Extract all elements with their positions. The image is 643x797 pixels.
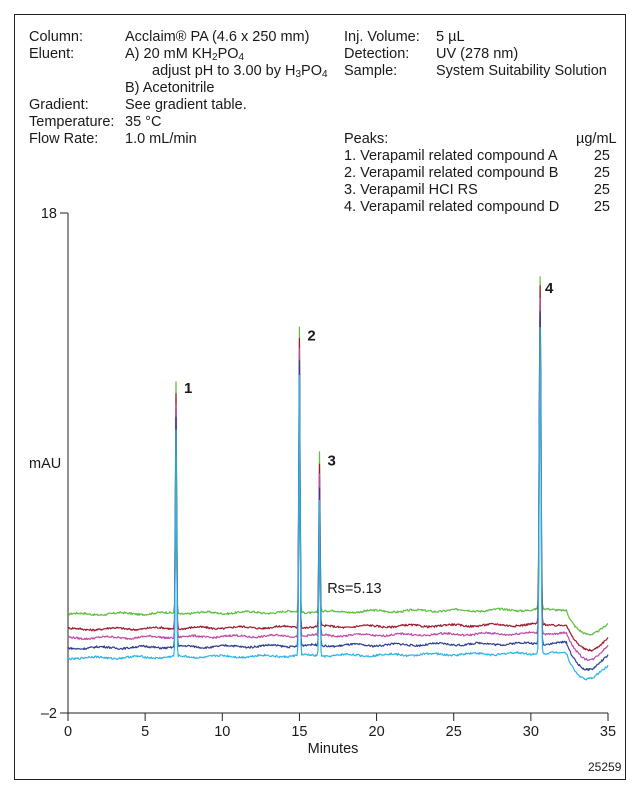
peak-label-1: 1 [184, 380, 192, 397]
sample-value: System Suitability Solution [436, 63, 607, 79]
detection-value: UV (278 nm) [436, 46, 519, 62]
inj-volume-label: Inj. Volume: [344, 29, 420, 45]
x-tick-label: 10 [214, 724, 230, 740]
peaks-header: Peaks: [344, 131, 389, 147]
y-axis-label: mAU [29, 456, 61, 472]
series-line-1 [67, 276, 609, 636]
peak-label-3: 3 [327, 453, 335, 470]
gradient-label: Gradient: [29, 97, 89, 113]
series-line-4 [67, 311, 609, 672]
chart-labels: 1 2 3 4 Rs=5.13 [184, 280, 554, 597]
peak-label-4: 4 [545, 280, 554, 297]
eluent-label: Eluent: [29, 46, 75, 62]
x-tick-label: 5 [141, 724, 149, 740]
gradient-value: See gradient table. [125, 97, 247, 113]
inj-volume-value: 5 µL [436, 29, 465, 45]
peak-row-2-name: 2. Verapamil related compound B [344, 165, 559, 181]
eluent-b: B) Acetonitrile [125, 80, 215, 96]
eluent-a: A) 20 mM KH2PO4 [125, 46, 245, 63]
x-tick-label: 25 [446, 724, 462, 740]
peak-label-2: 2 [307, 328, 315, 345]
chart-series [67, 276, 609, 681]
flow-rate-label: Flow Rate: [29, 131, 99, 147]
peak-row-3-name: 3. Verapamil HCI RS [344, 182, 478, 198]
peak-row-4-name: 4. Verapamil related compound D [344, 199, 560, 215]
temperature-value: 35 °C [125, 114, 162, 130]
figure-id: 25259 [588, 760, 622, 774]
y-tick-label: 18 [41, 206, 57, 222]
temperature-label: Temperature: [29, 114, 115, 130]
peaks-table: Peaks: µg/mL 1. Verapamil related compou… [344, 131, 617, 221]
x-tick-label: 15 [291, 724, 307, 740]
peak-row-1-conc: 25 [593, 148, 610, 164]
peaks-unit: µg/mL [576, 131, 617, 147]
conditions-right: Inj. Volume: 5 µL Detection: UV (278 nm)… [344, 29, 619, 89]
x-axis-label: Minutes [308, 741, 359, 757]
flow-rate-value: 1.0 mL/min [125, 131, 197, 147]
x-tick-label: 35 [600, 724, 616, 740]
detection-label: Detection: [344, 46, 410, 62]
figure-frame: Column: Acclaim® PA (4.6 x 250 mm) Eluen… [14, 14, 626, 780]
x-tick-label: 20 [369, 724, 385, 740]
series-line-2 [67, 284, 609, 652]
column-label: Column: [29, 29, 83, 45]
y-tick-label: –2 [41, 706, 57, 722]
peak-row-4-conc: 25 [593, 199, 610, 215]
column-value: Acclaim® PA (4.6 x 250 mm) [125, 29, 310, 45]
peak-row-1-name: 1. Verapamil related compound A [344, 148, 558, 164]
chart-axes: 18 –2 0 5 10 15 20 25 30 35 Minutes mAU [29, 206, 616, 757]
eluent-a-adjust: adjust pH to 3.00 by H3PO4 [152, 63, 328, 80]
conditions-left: Column: Acclaim® PA (4.6 x 250 mm) Eluen… [29, 29, 349, 199]
series-line-3 [67, 297, 609, 662]
series-line-5 [67, 326, 609, 681]
x-tick-label: 0 [64, 724, 72, 740]
x-tick-label: 30 [523, 724, 539, 740]
peak-row-2-conc: 25 [593, 165, 610, 181]
sample-label: Sample: [344, 63, 398, 79]
peak-row-3-conc: 25 [593, 182, 610, 198]
chromatogram-chart: 18 –2 0 5 10 15 20 25 30 35 Minutes mAU 1 2 3 4 Rs=5.13 [29, 206, 616, 757]
resolution-annotation: Rs=5.13 [327, 581, 381, 597]
